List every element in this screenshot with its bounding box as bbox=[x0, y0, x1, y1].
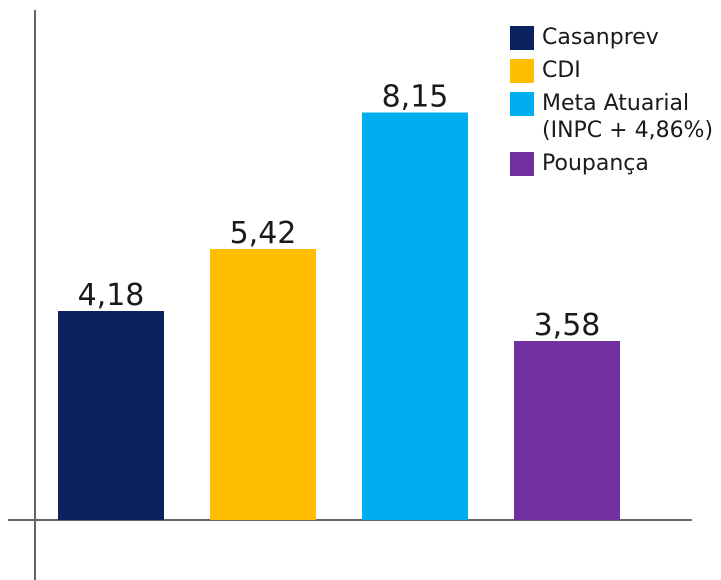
chart-legend: Casanprev CDI Meta Atuarial (INPC + 4,86… bbox=[510, 24, 721, 183]
legend-swatch bbox=[510, 26, 534, 50]
bar-casanprev bbox=[58, 311, 164, 520]
legend-swatch bbox=[510, 92, 534, 116]
bar-cdi bbox=[210, 249, 316, 520]
legend-label: Poupança bbox=[542, 151, 649, 176]
legend-label: CDI bbox=[542, 58, 581, 83]
bar-poupanca bbox=[514, 341, 620, 520]
legend-label: Casanprev bbox=[542, 25, 659, 50]
value-label-casanprev: 4,18 bbox=[78, 278, 145, 313]
value-label-meta-atuarial: 8,15 bbox=[382, 80, 449, 115]
legend-swatch bbox=[510, 59, 534, 83]
legend-swatch bbox=[510, 152, 534, 176]
legend-item-meta-atuarial: Meta Atuarial (INPC + 4,86%) bbox=[510, 90, 721, 144]
value-label-cdi: 5,42 bbox=[230, 216, 297, 251]
value-label-poupanca: 3,58 bbox=[534, 308, 601, 343]
legend-item-casanprev: Casanprev bbox=[510, 24, 721, 51]
legend-item-cdi: CDI bbox=[510, 57, 721, 84]
value-labels-group: 4,18 5,42 8,15 3,58 bbox=[78, 80, 601, 344]
legend-label: Meta Atuarial (INPC + 4,86%) bbox=[542, 91, 714, 143]
bar-meta-atuarial bbox=[362, 112, 468, 520]
legend-item-poupanca: Poupança bbox=[510, 150, 721, 177]
bars-group bbox=[58, 112, 620, 520]
